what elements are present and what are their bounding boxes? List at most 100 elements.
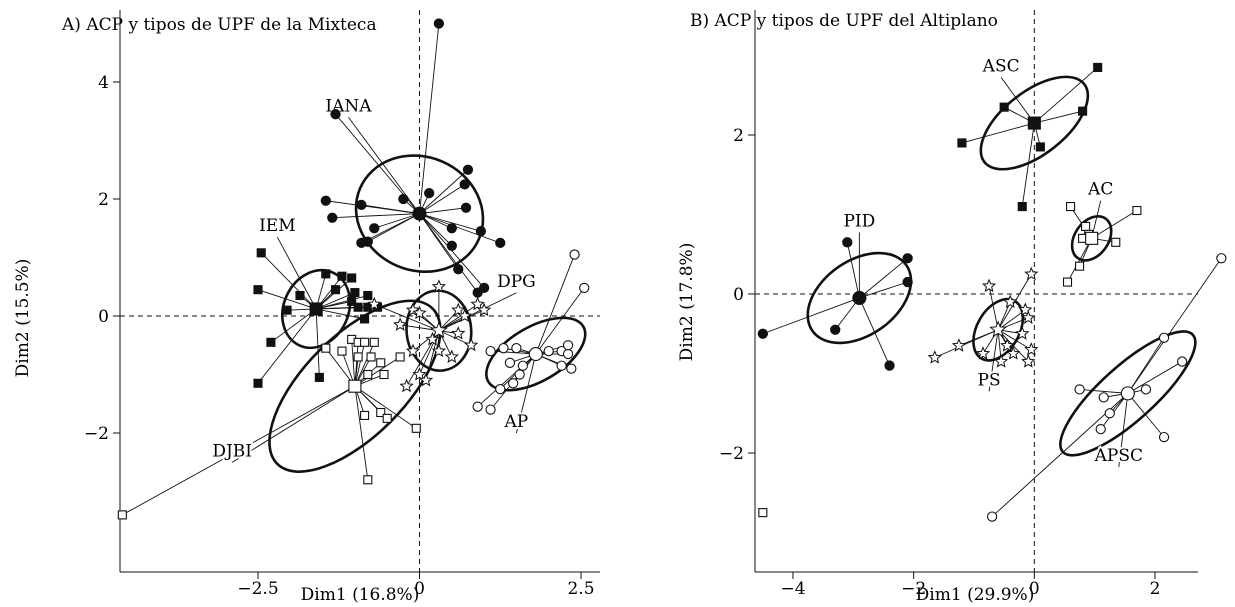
group-spoke	[1021, 123, 1035, 207]
panel-b-y-axis-label: Dim2 (17.8%)	[677, 243, 697, 362]
group-centroid	[412, 206, 427, 221]
data-point	[830, 324, 841, 335]
x-tick-label: −4	[780, 579, 805, 599]
group-spoke	[1034, 110, 1083, 124]
data-point	[367, 296, 382, 311]
data-point	[444, 349, 459, 364]
data-point	[353, 302, 363, 312]
group-spoke	[351, 339, 356, 387]
data-point	[951, 338, 967, 352]
data-point	[1158, 431, 1170, 443]
data-point	[1177, 356, 1188, 367]
data-point	[253, 378, 263, 388]
data-point	[347, 273, 357, 283]
data-point	[320, 195, 331, 206]
data-point	[353, 352, 363, 362]
data-point	[356, 199, 367, 210]
data-point	[376, 407, 386, 418]
data-point	[498, 343, 509, 354]
label-leader	[438, 292, 517, 332]
group-centroid	[1120, 386, 1135, 401]
data-point	[1065, 202, 1076, 212]
group-centroid	[309, 302, 323, 316]
group-ellipse	[485, 316, 587, 392]
data-point	[464, 337, 479, 352]
group-spoke	[846, 242, 860, 299]
outlier-point	[758, 508, 768, 518]
data-point	[495, 383, 506, 395]
group-spoke	[961, 122, 1035, 144]
group-label-iem: IEM	[259, 216, 296, 236]
data-point	[327, 212, 338, 223]
group-spoke	[374, 303, 440, 332]
data-point	[412, 366, 427, 381]
group-label-djbi: DJBI	[212, 441, 252, 461]
data-point	[431, 343, 447, 358]
group-centroid	[989, 320, 1007, 338]
data-point	[981, 278, 997, 293]
group-centroid	[852, 290, 867, 306]
group-ellipse	[806, 251, 913, 345]
data-point	[485, 404, 496, 415]
group-spoke	[997, 309, 1026, 331]
group-ac: AC	[1062, 178, 1142, 287]
group-centroid	[1027, 116, 1041, 130]
label-leader	[1000, 77, 1035, 124]
group-spoke	[419, 213, 453, 247]
data-point	[994, 354, 1009, 368]
data-point	[330, 285, 341, 295]
group-spoke	[535, 254, 575, 355]
x-tick-label: 0	[414, 579, 425, 599]
group-dpg: DPG	[367, 270, 538, 393]
group-ellipse	[979, 75, 1090, 171]
group-spoke	[419, 169, 469, 214]
group-iana: IANA	[320, 18, 506, 298]
data-point	[392, 317, 408, 331]
data-point	[405, 343, 421, 358]
data-point	[347, 296, 357, 306]
data-point	[1018, 302, 1033, 316]
data-point	[363, 290, 373, 301]
group-label-ac: AC	[1087, 180, 1113, 200]
group-spoke	[438, 303, 478, 331]
x-tick-label: −2	[901, 579, 926, 599]
data-point	[470, 296, 485, 311]
data-point	[757, 328, 768, 339]
group-label-pid: PID	[843, 211, 875, 231]
group-ellipse	[281, 268, 352, 350]
panel-a-y-axis-label: Dim2 (15.5%)	[13, 259, 33, 378]
data-point	[459, 179, 470, 190]
group-djbi: DJBI	[117, 299, 442, 520]
group-spoke	[354, 386, 369, 480]
data-point	[117, 510, 127, 520]
group-spoke	[997, 329, 1029, 362]
group-spoke	[859, 281, 908, 299]
data-point	[356, 237, 367, 249]
data-point	[366, 352, 376, 362]
data-point	[472, 287, 483, 298]
data-point	[543, 345, 554, 357]
data-point	[1093, 62, 1103, 72]
group-label-ps: PS	[978, 370, 1001, 390]
data-point	[475, 226, 487, 237]
data-point	[1075, 261, 1085, 271]
group-spoke	[354, 385, 417, 429]
data-point	[1021, 310, 1036, 324]
group-spoke	[270, 308, 317, 343]
label-leader	[231, 385, 356, 463]
y-tick-label: 2	[98, 190, 109, 210]
group-centroid	[528, 346, 543, 362]
data-point	[884, 360, 895, 371]
data-point	[1062, 277, 1073, 287]
group-spoke	[260, 252, 317, 310]
group-spoke	[354, 342, 375, 387]
data-point	[1000, 338, 1015, 352]
data-point	[562, 340, 574, 351]
data-point	[986, 511, 998, 522]
group-label-asc: ASC	[982, 56, 1020, 76]
group-spoke	[257, 308, 317, 384]
x-tick-label: 2.5	[567, 579, 594, 599]
group-spoke	[257, 289, 317, 310]
data-point	[902, 276, 913, 288]
